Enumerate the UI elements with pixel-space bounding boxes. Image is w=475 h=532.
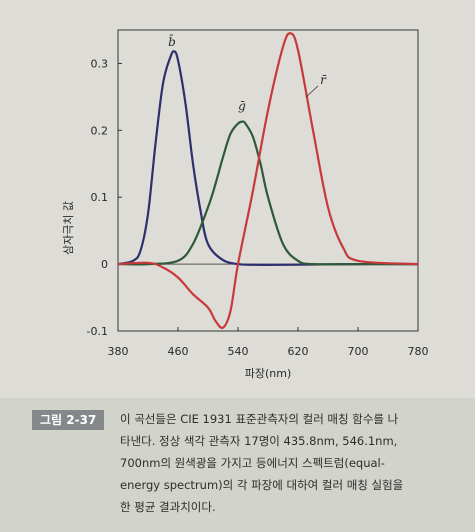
y-axis-title: 삼자극치 값 bbox=[62, 201, 75, 255]
caption-text: 이 곡선들은 CIE 1931 표준관측자의 컬러 매칭 함수를 나 타낸다. … bbox=[120, 408, 452, 518]
x-axis-ticks: 380 460 540 620 700 780 bbox=[108, 327, 429, 358]
series-leader-r bbox=[305, 85, 319, 98]
plot-frame bbox=[117, 29, 419, 332]
y-tick-label: 0.2 bbox=[91, 124, 109, 137]
curves bbox=[117, 32, 419, 330]
series-label-g: ḡ bbox=[238, 99, 246, 113]
series-label-r: r̄ bbox=[320, 73, 327, 87]
color-matching-chart: 380 460 540 620 700 780 0.3 0.2 0.1 0 -0.1 파장(nm)… bbox=[62, 29, 429, 380]
r-bar-curve bbox=[117, 32, 419, 330]
x-axis-title: 파장(nm) bbox=[245, 367, 292, 380]
series-label-b: b̄ bbox=[168, 33, 176, 49]
caption-line: energy spectrum)의 각 파장에 대하여 컬러 매칭 실험을 bbox=[120, 478, 404, 492]
figure-number-tag: 그림 2-37 bbox=[32, 410, 105, 430]
x-tick-label: 380 bbox=[108, 345, 129, 358]
caption-line: 한 평균 결과치이다. bbox=[120, 500, 216, 514]
b-bar-curve bbox=[117, 50, 419, 266]
caption-line: 700nm의 원색광을 가지고 등에너지 스펙트럼(equal- bbox=[120, 456, 385, 470]
y-axis-ticks: 0.3 0.2 0.1 0 -0.1 bbox=[87, 57, 122, 338]
y-tick-label: 0.1 bbox=[91, 191, 109, 204]
figure-caption: 그림 2-37 이 곡선들은 CIE 1931 표준관측자의 컬러 매칭 함수를… bbox=[0, 398, 475, 532]
y-tick-label: -0.1 bbox=[87, 325, 108, 338]
x-tick-label: 700 bbox=[348, 345, 369, 358]
x-tick-label: 540 bbox=[228, 345, 249, 358]
y-tick-label: 0 bbox=[101, 258, 108, 271]
caption-line: 이 곡선들은 CIE 1931 표준관측자의 컬러 매칭 함수를 나 bbox=[120, 412, 399, 426]
y-tick-label: 0.3 bbox=[91, 57, 109, 70]
g-bar-curve bbox=[117, 120, 418, 266]
x-tick-label: 780 bbox=[408, 345, 429, 358]
caption-line: 타낸다. 정상 색각 관측자 17명이 435.8nm, 546.1nm, bbox=[120, 434, 398, 448]
x-tick-label: 620 bbox=[288, 345, 309, 358]
x-tick-label: 460 bbox=[168, 345, 189, 358]
